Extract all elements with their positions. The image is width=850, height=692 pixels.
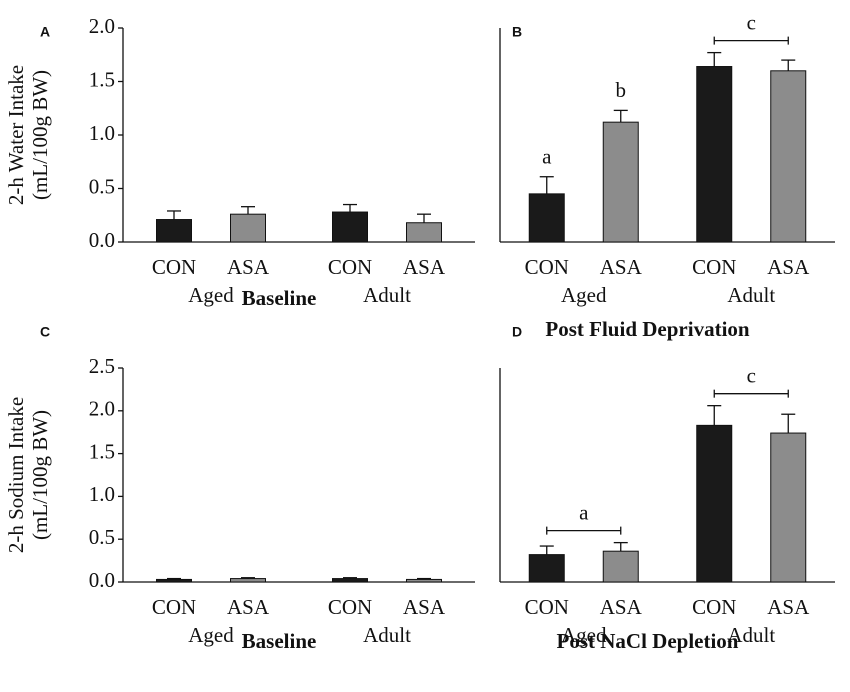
y-tick-label: 1.0 <box>89 121 115 145</box>
y-tick-label: 0.5 <box>89 174 115 198</box>
group-label: Adult <box>727 283 775 307</box>
y-tick-label: 0.0 <box>89 568 115 592</box>
bar-label: CON <box>328 595 372 619</box>
bar-label: ASA <box>403 595 446 619</box>
bar <box>230 213 266 243</box>
y-axis-label: (mL/100g BW) <box>28 410 52 540</box>
group-label: Adult <box>363 623 411 647</box>
bar <box>332 211 368 243</box>
bar-label: ASA <box>227 595 270 619</box>
bar <box>156 578 192 583</box>
y-tick-label: 2.5 <box>89 354 115 378</box>
y-axis-label: (mL/100g BW) <box>28 70 52 200</box>
bar <box>696 66 733 243</box>
panel-letter: B <box>512 24 522 40</box>
bar-label: ASA <box>767 255 810 279</box>
y-tick-label: 1.5 <box>89 439 115 463</box>
bar <box>332 578 368 583</box>
bar-label: CON <box>328 255 372 279</box>
bar-label: ASA <box>403 255 446 279</box>
bar <box>770 432 807 583</box>
y-tick-label: 2.0 <box>89 14 115 38</box>
panel-title: Post Fluid Deprivation <box>545 317 749 341</box>
significance-letter: a <box>542 145 552 169</box>
bar-label: CON <box>152 595 196 619</box>
bar-label: CON <box>525 595 569 619</box>
bar <box>528 193 565 243</box>
bar <box>156 219 192 243</box>
bar-label: ASA <box>227 255 270 279</box>
bar <box>770 70 807 243</box>
significance-letter: b <box>616 78 627 102</box>
panel-letter: C <box>40 324 50 340</box>
y-tick-label: 2.0 <box>89 397 115 421</box>
significance-letter: a <box>579 500 589 524</box>
bar <box>230 578 266 583</box>
bar-label: CON <box>692 255 736 279</box>
y-axis-label: 2-h Water Intake <box>4 65 28 205</box>
y-axis-label: 2-h Sodium Intake <box>4 397 28 553</box>
panel-letter: A <box>40 24 50 40</box>
bar <box>696 424 733 583</box>
panel-title: Post NaCl Depletion <box>557 629 739 653</box>
group-label: Adult <box>363 283 411 307</box>
panel-letter: D <box>512 324 522 340</box>
bar <box>602 121 639 243</box>
group-label: Aged <box>561 623 607 647</box>
y-tick-label: 1.5 <box>89 67 115 91</box>
bar <box>406 222 442 243</box>
y-tick-label: 0.0 <box>89 228 115 252</box>
bar-label: ASA <box>600 595 643 619</box>
group-label: Aged <box>188 623 234 647</box>
y-tick-label: 1.0 <box>89 482 115 506</box>
bar-label: ASA <box>600 255 643 279</box>
bar <box>602 550 639 583</box>
y-tick-label: 0.5 <box>89 525 115 549</box>
bar-label: ASA <box>767 595 810 619</box>
bar-label: CON <box>525 255 569 279</box>
significance-letter: c <box>747 10 756 34</box>
bar <box>528 554 565 583</box>
panel-title: Baseline <box>242 286 317 310</box>
panel-title: Baseline <box>242 629 317 653</box>
group-label: Aged <box>561 283 607 307</box>
bar <box>406 578 442 583</box>
group-label: Adult <box>727 623 775 647</box>
bar-label: CON <box>152 255 196 279</box>
significance-letter: c <box>747 363 756 387</box>
bar-label: CON <box>692 595 736 619</box>
group-label: Aged <box>188 283 234 307</box>
